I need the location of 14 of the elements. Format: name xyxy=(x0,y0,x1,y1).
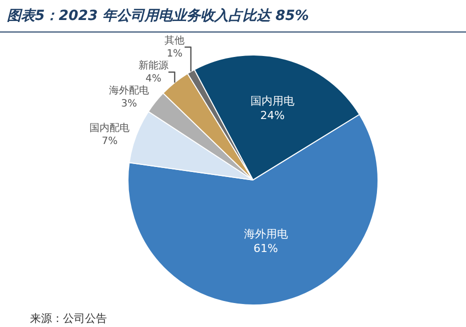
data-label: 24% xyxy=(260,109,285,122)
data-label: 1% xyxy=(166,48,183,60)
slice-label: 新能源 xyxy=(138,60,168,72)
slice-label: 海外用电 xyxy=(244,228,288,241)
slice-label: 海外配电 xyxy=(109,84,150,97)
chart-title: 图表5：2023 年公司用电业务收入占比达 85% xyxy=(7,8,309,24)
slice-label: 国内用电 xyxy=(250,94,294,108)
data-label: 4% xyxy=(145,74,162,85)
data-label: 7% xyxy=(102,136,118,147)
slice-label: 国内配电 xyxy=(90,122,130,134)
data-label: 3% xyxy=(121,98,137,110)
source-note: 来源：公司公告 xyxy=(30,312,107,325)
slice-label: 其他 xyxy=(164,34,185,47)
data-label: 61% xyxy=(254,242,278,255)
